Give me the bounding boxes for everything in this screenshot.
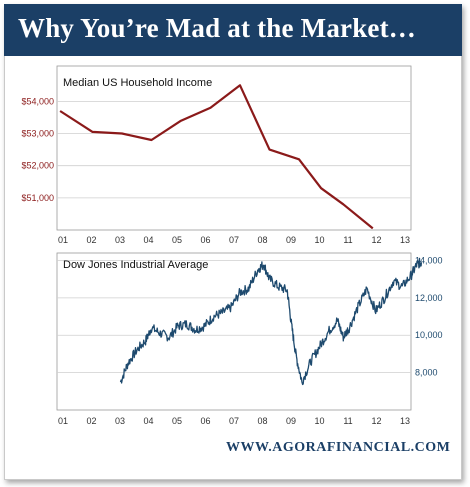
- dow-jones-industrial-average-x-tick-label: 10: [314, 416, 324, 426]
- dow-jones-industrial-average-x-tick-label: 12: [371, 416, 381, 426]
- dow-jones-industrial-average-x-tick-label: 13: [400, 416, 410, 426]
- median-us-household-income-x-tick-label: 03: [115, 235, 125, 245]
- dow-jones-industrial-average-y-tick-label: 10,000: [415, 330, 443, 340]
- dow-jones-industrial-average-x-tick-label: 02: [86, 416, 96, 426]
- median-us-household-income-plot-area: [56, 65, 412, 231]
- dow-jones-industrial-average-x-tick-label: 08: [257, 416, 267, 426]
- dow-jones-industrial-average-x-tick-label: 01: [58, 416, 68, 426]
- dow-jones-industrial-average-x-tick-label: 06: [200, 416, 210, 426]
- median-us-household-income-x-tick-label: 08: [257, 235, 267, 245]
- median-us-household-income-x-tick-label: 12: [371, 235, 381, 245]
- dow-jones-industrial-average-x-tick-label: 11: [343, 416, 352, 426]
- median-us-household-income-chart: $51,000 $52,000 $53,000 $54,000 01 02 03 04 05 06…: [21, 65, 412, 245]
- median-us-household-income-x-tick-label: 07: [229, 235, 239, 245]
- dow-jones-industrial-average-plot-area: [56, 252, 412, 411]
- median-us-household-income-x-tick-label: 13: [400, 235, 410, 245]
- median-us-household-income-y-tick-label: $52,000: [21, 161, 54, 171]
- median-us-household-income-x-tick-label: 05: [172, 235, 182, 245]
- median-us-household-income-x-tick-label: 10: [314, 235, 324, 245]
- page-title: Why You’re Mad at the Market…: [18, 13, 416, 43]
- dow-jones-industrial-average-x-tick-label: 07: [229, 416, 239, 426]
- dow-jones-industrial-average-y-tick-label: 12,000: [415, 293, 443, 303]
- median-us-household-income-x-tick-label: 04: [143, 235, 153, 245]
- footer-url: WWW.AGORAFINANCIAL.COM: [226, 440, 451, 455]
- dow-jones-industrial-average-chart: 8,000 10,000 12,000 14,000 01 02 03 04 05 06 07 08 0…: [56, 252, 443, 426]
- dow-jones-industrial-average-y-tick-label: 8,000: [415, 368, 438, 378]
- dow-jones-industrial-average-x-tick-label: 03: [115, 416, 125, 426]
- median-us-household-income-x-tick-label: 06: [200, 235, 210, 245]
- dow-jones-industrial-average-title: Dow Jones Industrial Average: [63, 259, 208, 271]
- median-us-household-income-title: Median US Household Income: [63, 77, 212, 89]
- median-us-household-income-y-tick-label: $54,000: [21, 96, 54, 106]
- dow-jones-industrial-average-x-tick-label: 05: [172, 416, 182, 426]
- dow-jones-industrial-average-y-tick-label: 14,000: [415, 255, 443, 265]
- title-banner: Why You’re Mad at the Market…: [4, 4, 462, 56]
- dow-jones-industrial-average-x-tick-label: 04: [143, 416, 153, 426]
- median-us-household-income-y-tick-label: $51,000: [21, 193, 54, 203]
- dow-jones-industrial-average-series-line: [119, 257, 423, 386]
- dow-jones-industrial-average-x-tick-label: 09: [286, 416, 296, 426]
- median-us-household-income-x-tick-label: 01: [58, 235, 68, 245]
- median-us-household-income-x-tick-label: 02: [86, 235, 96, 245]
- median-us-household-income-x-tick-label: 11: [343, 235, 352, 245]
- median-us-household-income-series-line: [59, 84, 374, 230]
- median-us-household-income-y-tick-label: $53,000: [21, 129, 54, 139]
- median-us-household-income-x-tick-label: 09: [286, 235, 296, 245]
